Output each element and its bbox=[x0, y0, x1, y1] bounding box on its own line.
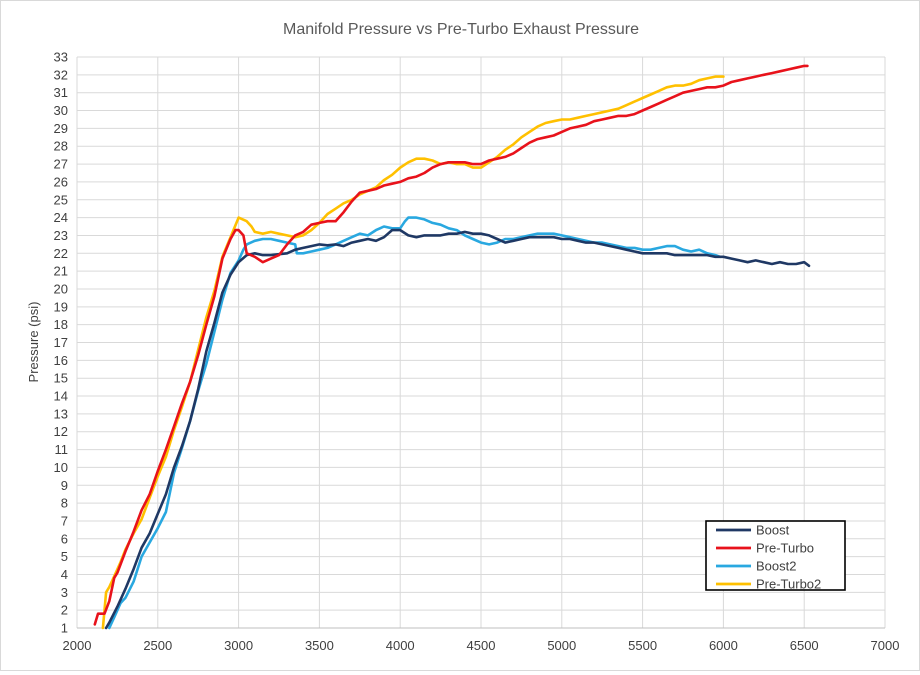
y-tick-label: 5 bbox=[61, 549, 68, 564]
legend-label: Boost2 bbox=[756, 559, 796, 574]
y-tick-label: 12 bbox=[54, 424, 68, 439]
x-axis-ticks: 2000 2500 3000 3500 4000 4500 5000 5500 6000 6500… bbox=[63, 638, 900, 653]
y-tick-label: 20 bbox=[54, 281, 68, 296]
series-lines bbox=[93, 64, 811, 630]
y-axis-label: Pressure (psi) bbox=[26, 302, 41, 383]
y-tick-label: 23 bbox=[54, 228, 68, 243]
y-tick-label: 25 bbox=[54, 192, 68, 207]
legend: Boost Pre-Turbo Boost2 Pre-Turbo2 bbox=[705, 520, 846, 592]
y-tick-label: 21 bbox=[54, 264, 68, 279]
y-tick-label: 30 bbox=[54, 103, 68, 118]
x-tick-label: 4000 bbox=[386, 638, 415, 653]
y-tick-label: 7 bbox=[61, 513, 68, 528]
y-tick-label: 32 bbox=[54, 67, 68, 82]
y-tick-label: 27 bbox=[54, 157, 68, 172]
y-tick-label: 26 bbox=[54, 174, 68, 189]
y-tick-label: 10 bbox=[54, 460, 68, 475]
series-line-pre-turbo bbox=[93, 64, 809, 626]
legend-label: Boost bbox=[756, 523, 790, 538]
x-tick-label: 2000 bbox=[63, 638, 92, 653]
y-tick-label: 14 bbox=[54, 389, 68, 404]
y-axis-ticks: 1234567891011121314151617181920212223242… bbox=[54, 50, 68, 636]
legend-box bbox=[705, 520, 846, 591]
x-tick-label: 7000 bbox=[871, 638, 900, 653]
y-tick-label: 15 bbox=[54, 371, 68, 386]
x-tick-label: 5500 bbox=[628, 638, 657, 653]
y-tick-label: 24 bbox=[54, 210, 68, 225]
y-tick-label: 19 bbox=[54, 299, 68, 314]
y-tick-label: 17 bbox=[54, 335, 68, 350]
series-line-boost bbox=[104, 228, 811, 630]
chart-title: Manifold Pressure vs Pre-Turbo Exhaust P… bbox=[283, 21, 639, 38]
x-tick-label: 6500 bbox=[790, 638, 819, 653]
x-tick-label: 4500 bbox=[467, 638, 496, 653]
y-tick-label: 8 bbox=[61, 496, 68, 511]
x-tick-label: 3500 bbox=[305, 638, 334, 653]
series-line-boost2 bbox=[108, 216, 722, 630]
y-tick-label: 29 bbox=[54, 121, 68, 136]
y-tick-label: 16 bbox=[54, 353, 68, 368]
y-tick-label: 11 bbox=[55, 442, 69, 457]
y-tick-label: 18 bbox=[54, 317, 68, 332]
y-tick-label: 28 bbox=[54, 139, 68, 154]
x-tick-label: 2500 bbox=[143, 638, 172, 653]
y-tick-label: 33 bbox=[54, 50, 68, 65]
x-tick-label: 6000 bbox=[709, 638, 738, 653]
y-tick-label: 6 bbox=[61, 531, 68, 546]
y-tick-label: 2 bbox=[61, 603, 68, 618]
y-tick-label: 22 bbox=[54, 246, 68, 261]
y-tick-label: 31 bbox=[54, 85, 68, 100]
y-tick-label: 1 bbox=[61, 621, 68, 636]
y-tick-label: 3 bbox=[61, 585, 68, 600]
x-tick-label: 5000 bbox=[547, 638, 576, 653]
grid bbox=[76, 56, 886, 629]
legend-label: Pre-Turbo2 bbox=[756, 577, 821, 592]
y-tick-label: 13 bbox=[54, 406, 68, 421]
y-tick-label: 4 bbox=[61, 567, 68, 582]
series-line-pre-turbo2 bbox=[101, 75, 725, 630]
legend-label: Pre-Turbo bbox=[756, 541, 814, 556]
y-tick-label: 9 bbox=[61, 478, 68, 493]
x-tick-label: 3000 bbox=[224, 638, 253, 653]
